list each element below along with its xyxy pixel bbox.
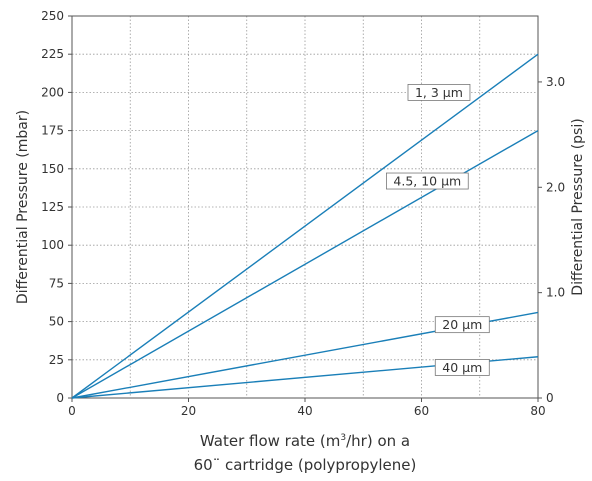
x-tick-label: 60	[414, 404, 429, 418]
x-axis-title-part1: Water flow rate (m	[200, 432, 340, 450]
series-label: 1, 3 µm	[407, 84, 471, 101]
y-tick-label: 100	[41, 238, 64, 252]
series-label-text: 4.5, 10 µm	[393, 174, 461, 189]
series-label: 40 µm	[434, 359, 490, 376]
y-tick-label: 150	[41, 162, 64, 176]
y-tick-label: 50	[49, 315, 64, 329]
y-tick-label: 225	[41, 47, 64, 61]
series-line	[71, 53, 539, 399]
y-axis-title: Differential Pressure (mbar)	[15, 110, 31, 304]
y-tick-label: 175	[41, 124, 64, 138]
y2-tick-label: 2.0	[546, 180, 565, 194]
x-axis-title-line2: 60¨ cartridge (polypropylene)	[194, 456, 417, 474]
x-tick-label: 20	[181, 404, 196, 418]
y2-tick-label: 0	[546, 391, 554, 405]
y-tick-label: 25	[49, 353, 64, 367]
series-labels: 1, 3 µm 4.5, 10 µm 20 µm 40 µm	[386, 84, 490, 376]
y2-axis-ticks: 0 1.0 2.0 3.0	[538, 75, 565, 405]
series-label: 4.5, 10 µm	[386, 172, 469, 190]
x-axis-title-line1: Water flow rate (m3/hr) on a	[200, 432, 410, 450]
x-tick-label: 0	[68, 404, 76, 418]
y-tick-label: 75	[49, 276, 64, 290]
x-axis-ticks: 0 20 40 60 80	[68, 398, 546, 418]
x-tick-label: 40	[297, 404, 312, 418]
series-label-box	[407, 84, 471, 101]
series-label-text: 1, 3 µm	[415, 85, 463, 100]
x-axis-title-part2: /hr) on a	[346, 432, 410, 450]
series-label: 20 µm	[434, 316, 490, 334]
y2-tick-label: 3.0	[546, 75, 565, 89]
y-tick-label: 0	[56, 391, 64, 405]
series-label-text: 20 µm	[442, 317, 482, 332]
grid	[72, 16, 538, 398]
y2-axis-title: Differential Pressure (psi)	[570, 118, 586, 295]
series-label-box	[386, 172, 469, 190]
series-label-text: 40 µm	[442, 360, 482, 375]
y-tick-label: 250	[41, 9, 64, 23]
series-label-box	[434, 316, 490, 334]
x-tick-label: 80	[530, 404, 545, 418]
y-tick-label: 125	[41, 200, 64, 214]
series-label-box	[434, 359, 490, 376]
y-tick-label: 200	[41, 85, 64, 99]
y-axis-ticks: 0 25 50 75 100 125 150 175 200 225 250	[41, 9, 72, 405]
y2-tick-label: 1.0	[546, 286, 565, 300]
x-axis-title-superscript: 3	[340, 433, 346, 443]
